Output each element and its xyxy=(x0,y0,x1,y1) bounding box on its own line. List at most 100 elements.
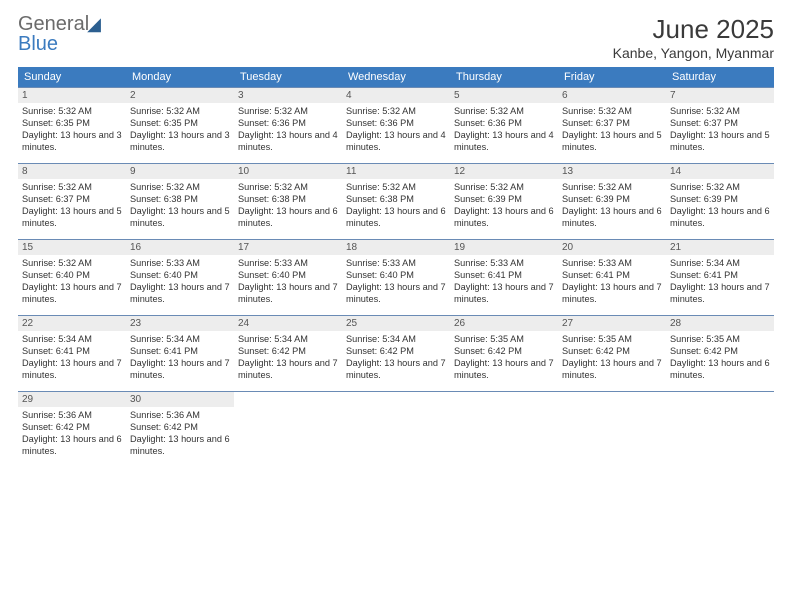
day-number: 27 xyxy=(558,316,666,331)
daylight-line: Daylight: 13 hours and 7 minutes. xyxy=(238,357,338,381)
calendar-cell: 20Sunrise: 5:33 AMSunset: 6:41 PMDayligh… xyxy=(558,240,666,309)
dow-saturday: Saturday xyxy=(666,67,774,87)
calendar: Sunday Monday Tuesday Wednesday Thursday… xyxy=(18,67,774,461)
sunrise-line: Sunrise: 5:33 AM xyxy=(346,257,446,269)
sunset-line: Sunset: 6:42 PM xyxy=(670,345,770,357)
calendar-cell: 29Sunrise: 5:36 AMSunset: 6:42 PMDayligh… xyxy=(18,392,126,461)
calendar-week: 8Sunrise: 5:32 AMSunset: 6:37 PMDaylight… xyxy=(18,163,774,233)
calendar-cell: 7Sunrise: 5:32 AMSunset: 6:37 PMDaylight… xyxy=(666,88,774,157)
day-info: Sunrise: 5:32 AMSunset: 6:39 PMDaylight:… xyxy=(666,179,774,233)
day-info: Sunrise: 5:33 AMSunset: 6:41 PMDaylight:… xyxy=(450,255,558,309)
day-number: 25 xyxy=(342,316,450,331)
sunrise-line: Sunrise: 5:33 AM xyxy=(238,257,338,269)
daylight-line: Daylight: 13 hours and 6 minutes. xyxy=(346,205,446,229)
header: General◢ Blue June 2025 Kanbe, Yangon, M… xyxy=(18,14,774,61)
sunset-line: Sunset: 6:40 PM xyxy=(346,269,446,281)
sunset-line: Sunset: 6:42 PM xyxy=(346,345,446,357)
daylight-line: Daylight: 13 hours and 4 minutes. xyxy=(454,129,554,153)
daylight-line: Daylight: 13 hours and 6 minutes. xyxy=(454,205,554,229)
daylight-line: Daylight: 13 hours and 5 minutes. xyxy=(22,205,122,229)
day-of-week-header: Sunday Monday Tuesday Wednesday Thursday… xyxy=(18,67,774,87)
sunset-line: Sunset: 6:39 PM xyxy=(670,193,770,205)
day-number: 28 xyxy=(666,316,774,331)
sunrise-line: Sunrise: 5:33 AM xyxy=(562,257,662,269)
calendar-cell: 26Sunrise: 5:35 AMSunset: 6:42 PMDayligh… xyxy=(450,316,558,385)
daylight-line: Daylight: 13 hours and 7 minutes. xyxy=(562,281,662,305)
sunset-line: Sunset: 6:42 PM xyxy=(562,345,662,357)
daylight-line: Daylight: 13 hours and 3 minutes. xyxy=(130,129,230,153)
day-info: Sunrise: 5:32 AMSunset: 6:35 PMDaylight:… xyxy=(126,103,234,157)
sunset-line: Sunset: 6:42 PM xyxy=(238,345,338,357)
dow-monday: Monday xyxy=(126,67,234,87)
day-number: 7 xyxy=(666,88,774,103)
daylight-line: Daylight: 13 hours and 6 minutes. xyxy=(670,205,770,229)
daylight-line: Daylight: 13 hours and 4 minutes. xyxy=(346,129,446,153)
sunset-line: Sunset: 6:38 PM xyxy=(238,193,338,205)
day-number: 20 xyxy=(558,240,666,255)
calendar-cell: 9Sunrise: 5:32 AMSunset: 6:38 PMDaylight… xyxy=(126,164,234,233)
day-info: Sunrise: 5:32 AMSunset: 6:36 PMDaylight:… xyxy=(234,103,342,157)
day-number: 24 xyxy=(234,316,342,331)
sunset-line: Sunset: 6:37 PM xyxy=(562,117,662,129)
day-info: Sunrise: 5:32 AMSunset: 6:36 PMDaylight:… xyxy=(450,103,558,157)
daylight-line: Daylight: 13 hours and 5 minutes. xyxy=(130,205,230,229)
calendar-cell xyxy=(234,392,342,461)
day-info: Sunrise: 5:32 AMSunset: 6:37 PMDaylight:… xyxy=(666,103,774,157)
sunset-line: Sunset: 6:35 PM xyxy=(22,117,122,129)
day-number: 10 xyxy=(234,164,342,179)
calendar-cell: 23Sunrise: 5:34 AMSunset: 6:41 PMDayligh… xyxy=(126,316,234,385)
day-number: 4 xyxy=(342,88,450,103)
daylight-line: Daylight: 13 hours and 7 minutes. xyxy=(22,357,122,381)
sunset-line: Sunset: 6:40 PM xyxy=(130,269,230,281)
sunset-line: Sunset: 6:38 PM xyxy=(130,193,230,205)
brand-blue: Blue xyxy=(18,33,58,55)
sunrise-line: Sunrise: 5:32 AM xyxy=(238,105,338,117)
daylight-line: Daylight: 13 hours and 4 minutes. xyxy=(238,129,338,153)
sunrise-line: Sunrise: 5:33 AM xyxy=(454,257,554,269)
day-info: Sunrise: 5:32 AMSunset: 6:40 PMDaylight:… xyxy=(18,255,126,309)
sail-icon: ◢ xyxy=(87,14,101,34)
sunrise-line: Sunrise: 5:32 AM xyxy=(22,181,122,193)
day-info: Sunrise: 5:32 AMSunset: 6:37 PMDaylight:… xyxy=(558,103,666,157)
calendar-cell: 28Sunrise: 5:35 AMSunset: 6:42 PMDayligh… xyxy=(666,316,774,385)
day-number: 19 xyxy=(450,240,558,255)
sunrise-line: Sunrise: 5:34 AM xyxy=(22,333,122,345)
day-number: 13 xyxy=(558,164,666,179)
sunset-line: Sunset: 6:40 PM xyxy=(238,269,338,281)
calendar-cell xyxy=(558,392,666,461)
day-info: Sunrise: 5:34 AMSunset: 6:41 PMDaylight:… xyxy=(126,331,234,385)
day-info: Sunrise: 5:35 AMSunset: 6:42 PMDaylight:… xyxy=(450,331,558,385)
brand-general: General xyxy=(18,13,89,35)
day-number: 6 xyxy=(558,88,666,103)
day-number: 11 xyxy=(342,164,450,179)
day-info: Sunrise: 5:32 AMSunset: 6:38 PMDaylight:… xyxy=(126,179,234,233)
day-info: Sunrise: 5:32 AMSunset: 6:38 PMDaylight:… xyxy=(342,179,450,233)
daylight-line: Daylight: 13 hours and 7 minutes. xyxy=(22,281,122,305)
calendar-week: 22Sunrise: 5:34 AMSunset: 6:41 PMDayligh… xyxy=(18,315,774,385)
day-number: 8 xyxy=(18,164,126,179)
sunset-line: Sunset: 6:36 PM xyxy=(238,117,338,129)
day-number: 14 xyxy=(666,164,774,179)
calendar-cell: 19Sunrise: 5:33 AMSunset: 6:41 PMDayligh… xyxy=(450,240,558,309)
day-info: Sunrise: 5:35 AMSunset: 6:42 PMDaylight:… xyxy=(558,331,666,385)
sunset-line: Sunset: 6:36 PM xyxy=(454,117,554,129)
day-info: Sunrise: 5:32 AMSunset: 6:37 PMDaylight:… xyxy=(18,179,126,233)
day-info: Sunrise: 5:34 AMSunset: 6:41 PMDaylight:… xyxy=(666,255,774,309)
sunset-line: Sunset: 6:41 PM xyxy=(130,345,230,357)
daylight-line: Daylight: 13 hours and 6 minutes. xyxy=(670,357,770,381)
daylight-line: Daylight: 13 hours and 7 minutes. xyxy=(454,357,554,381)
sunset-line: Sunset: 6:41 PM xyxy=(454,269,554,281)
day-info: Sunrise: 5:34 AMSunset: 6:41 PMDaylight:… xyxy=(18,331,126,385)
calendar-cell: 2Sunrise: 5:32 AMSunset: 6:35 PMDaylight… xyxy=(126,88,234,157)
daylight-line: Daylight: 13 hours and 5 minutes. xyxy=(670,129,770,153)
day-number: 26 xyxy=(450,316,558,331)
calendar-week: 29Sunrise: 5:36 AMSunset: 6:42 PMDayligh… xyxy=(18,391,774,461)
day-number: 3 xyxy=(234,88,342,103)
sunset-line: Sunset: 6:35 PM xyxy=(130,117,230,129)
day-number: 30 xyxy=(126,392,234,407)
sunrise-line: Sunrise: 5:32 AM xyxy=(22,257,122,269)
calendar-cell: 27Sunrise: 5:35 AMSunset: 6:42 PMDayligh… xyxy=(558,316,666,385)
day-info: Sunrise: 5:32 AMSunset: 6:35 PMDaylight:… xyxy=(18,103,126,157)
day-number: 17 xyxy=(234,240,342,255)
sunset-line: Sunset: 6:42 PM xyxy=(22,421,122,433)
